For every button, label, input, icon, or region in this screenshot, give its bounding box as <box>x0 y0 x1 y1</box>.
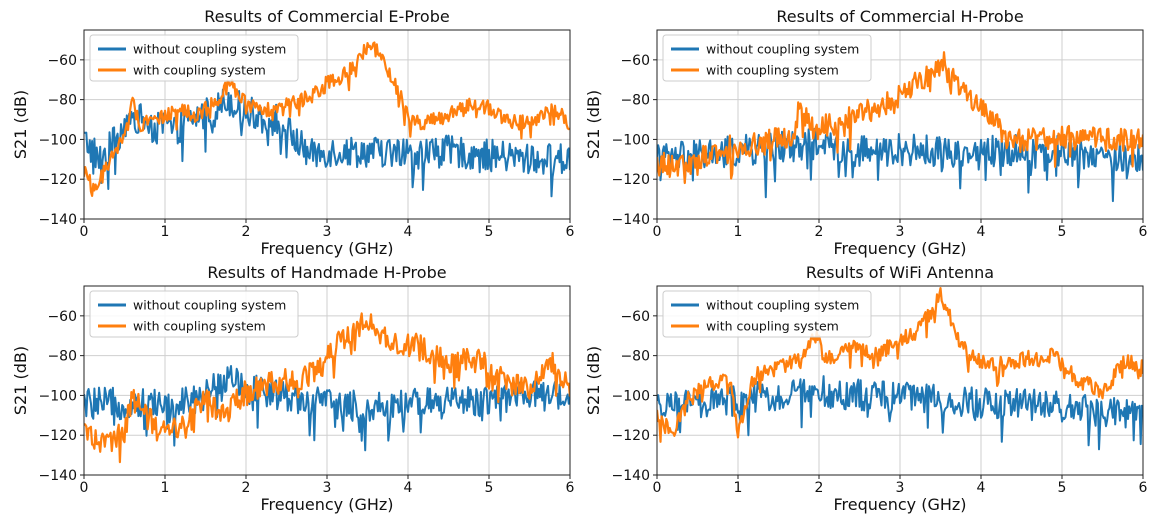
y-tick-label: −120 <box>612 428 650 444</box>
series-with-coupling-line <box>657 287 1143 443</box>
chart-title: Results of Commercial H-Probe <box>776 7 1023 26</box>
x-tick-label: 4 <box>977 480 986 496</box>
legend: without coupling system with coupling sys… <box>662 290 872 338</box>
x-tick-label: 5 <box>1058 224 1067 240</box>
x-tick-label: 3 <box>323 224 332 240</box>
legend-label: with coupling system <box>706 63 839 78</box>
y-axis-label: S21 (dB) <box>11 90 30 159</box>
x-tick-label: 2 <box>815 224 824 240</box>
x-tick-label: 4 <box>404 480 413 496</box>
y-tick-label: −100 <box>612 388 650 404</box>
x-tick-label: 2 <box>815 480 824 496</box>
legend-label: without coupling system <box>706 298 859 313</box>
y-tick-label: −60 <box>620 53 650 69</box>
y-tick-label: −100 <box>39 388 77 404</box>
legend-label: with coupling system <box>133 319 266 334</box>
y-tick-label: −120 <box>39 172 77 188</box>
chart-title: Results of WiFi Antenna <box>806 263 994 282</box>
x-tick-label: 6 <box>566 224 575 240</box>
x-tick-label: 1 <box>734 224 743 240</box>
x-tick-label: 3 <box>323 480 332 496</box>
y-tick-label: −80 <box>620 349 650 365</box>
legend-label: with coupling system <box>133 63 266 78</box>
x-tick-label: 4 <box>404 224 413 240</box>
legend-box <box>89 290 299 338</box>
series-without-coupling-line <box>84 365 570 452</box>
legend-label: with coupling system <box>706 319 839 334</box>
chart-panel-4: 0 1 2 3 4 5 6 −140 −120 −100 −80 −60 Results of WiFi… <box>584 263 1148 514</box>
legend-box <box>662 34 872 82</box>
series-with-coupling-line <box>657 51 1143 185</box>
y-tick-label: −140 <box>612 468 650 484</box>
y-tick-label: −100 <box>39 132 77 148</box>
x-tick-label: 5 <box>1058 480 1067 496</box>
x-tick-label: 3 <box>896 224 905 240</box>
legend-box <box>89 34 299 82</box>
x-tick-label: 6 <box>1139 224 1148 240</box>
series-with-coupling-line <box>84 41 570 197</box>
legend-label: without coupling system <box>133 42 286 57</box>
x-tick-label: 1 <box>161 480 170 496</box>
x-axis-label: Frequency (GHz) <box>260 239 393 258</box>
y-tick-label: −140 <box>39 212 77 228</box>
y-tick-label: −80 <box>47 349 77 365</box>
x-tick-label: 5 <box>485 224 494 240</box>
chart-panel-2: 0 1 2 3 4 5 6 −140 −120 −100 −80 −60 Results of Comm… <box>584 7 1148 258</box>
x-tick-label: 0 <box>80 224 89 240</box>
y-tick-label: −140 <box>612 212 650 228</box>
chart-panel-3: 0 1 2 3 4 5 6 −140 −120 −100 −80 −60 Results of Hand… <box>11 263 575 514</box>
legend: without coupling system with coupling sys… <box>662 34 872 82</box>
series-with-coupling-line <box>84 312 570 464</box>
legend-box <box>662 290 872 338</box>
x-axis-label: Frequency (GHz) <box>260 495 393 514</box>
x-tick-label: 0 <box>653 480 662 496</box>
y-tick-label: −80 <box>620 93 650 109</box>
legend-label: without coupling system <box>706 42 859 57</box>
x-axis-label: Frequency (GHz) <box>833 495 966 514</box>
y-tick-label: −140 <box>39 468 77 484</box>
x-tick-label: 6 <box>1139 480 1148 496</box>
y-tick-label: −80 <box>47 93 77 109</box>
x-tick-label: 0 <box>80 480 89 496</box>
y-axis-label: S21 (dB) <box>584 346 603 415</box>
x-axis-label: Frequency (GHz) <box>833 239 966 258</box>
x-tick-label: 3 <box>896 480 905 496</box>
series-without-coupling-line <box>657 375 1143 451</box>
y-tick-label: −120 <box>612 172 650 188</box>
x-tick-label: 5 <box>485 480 494 496</box>
y-tick-label: −60 <box>47 53 77 69</box>
y-tick-label: −120 <box>39 428 77 444</box>
x-tick-label: 6 <box>566 480 575 496</box>
y-tick-label: −60 <box>47 309 77 325</box>
y-axis-label: S21 (dB) <box>11 346 30 415</box>
x-tick-label: 1 <box>161 224 170 240</box>
y-axis-label: S21 (dB) <box>584 90 603 159</box>
chart-title: Results of Handmade H-Probe <box>207 263 446 282</box>
legend-label: without coupling system <box>133 298 286 313</box>
x-tick-label: 4 <box>977 224 986 240</box>
legend: without coupling system with coupling sys… <box>89 34 299 82</box>
chart-title: Results of Commercial E-Probe <box>204 7 449 26</box>
x-tick-label: 2 <box>242 224 251 240</box>
x-tick-label: 1 <box>734 480 743 496</box>
chart-panel-1: 0 1 2 3 4 5 6 −140 −120 −100 −80 −60 Results of Comm… <box>11 7 575 258</box>
legend: without coupling system with coupling sys… <box>89 290 299 338</box>
y-tick-label: −100 <box>612 132 650 148</box>
x-tick-label: 2 <box>242 480 251 496</box>
x-tick-label: 0 <box>653 224 662 240</box>
y-tick-label: −60 <box>620 309 650 325</box>
